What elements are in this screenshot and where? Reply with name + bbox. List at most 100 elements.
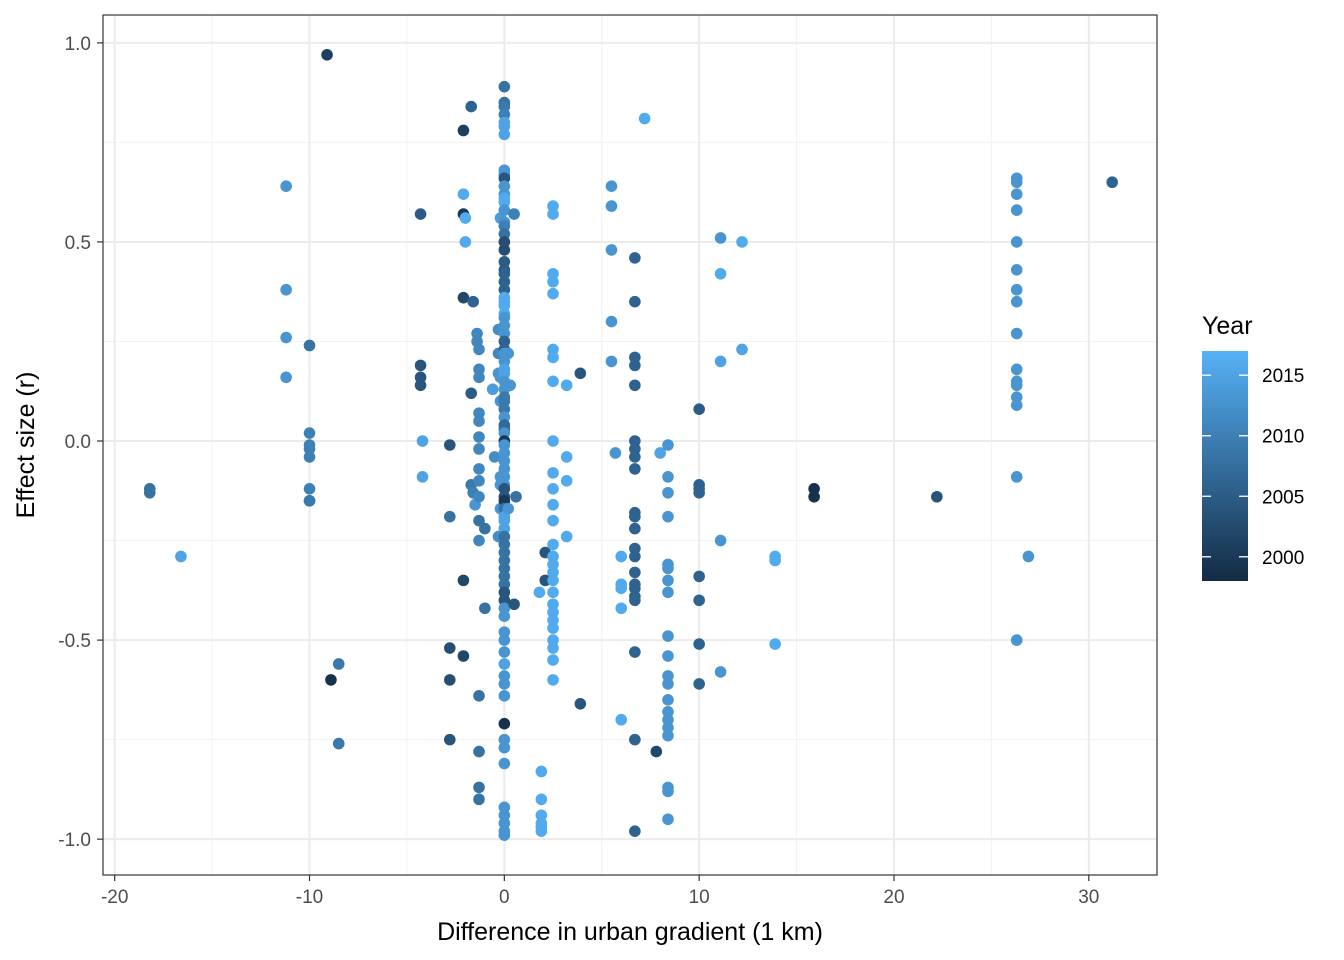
- data-point: [498, 757, 511, 770]
- data-point: [498, 204, 511, 216]
- data-point: [498, 335, 511, 348]
- data-point: [459, 236, 472, 248]
- data-point: [498, 283, 511, 296]
- data-point: [498, 594, 511, 607]
- data-point: [714, 534, 727, 547]
- data-point: [654, 447, 666, 459]
- data-point: [280, 180, 292, 193]
- data-point: [662, 439, 674, 451]
- data-point: [498, 367, 511, 380]
- data-point: [504, 379, 516, 392]
- data-point: [498, 530, 511, 543]
- data-point: [1010, 295, 1023, 308]
- data-point: [693, 486, 705, 499]
- data-point: [662, 486, 674, 499]
- data-point: [457, 124, 470, 137]
- data-point: [662, 705, 674, 718]
- data-point: [662, 630, 674, 642]
- data-point: [280, 371, 292, 384]
- data-point: [629, 825, 641, 838]
- data-point: [303, 339, 316, 352]
- data-point: [498, 602, 511, 615]
- data-point: [547, 267, 559, 280]
- legend-ticks: 2015 2010 2005 2000: [1202, 366, 1304, 569]
- data-point: [467, 295, 479, 308]
- data-point: [414, 359, 427, 372]
- data-point: [473, 415, 485, 427]
- data-point: [498, 610, 511, 623]
- data-point: [498, 319, 511, 332]
- legend: Year 2015 2010 2005 2000: [1202, 312, 1304, 581]
- data-point: [498, 299, 511, 312]
- data-point: [498, 546, 511, 559]
- data-point: [629, 522, 641, 535]
- data-point: [457, 650, 470, 662]
- data-point: [498, 586, 511, 599]
- data-point: [629, 451, 641, 463]
- data-point: [808, 482, 820, 495]
- data-point: [547, 514, 559, 527]
- data-point: [473, 371, 485, 384]
- data-point: [488, 451, 501, 463]
- data-point: [443, 642, 456, 654]
- data-point: [321, 49, 333, 61]
- data-point: [473, 490, 485, 503]
- data-point: [1010, 399, 1023, 411]
- y-tick-label: -1.0: [58, 830, 91, 851]
- data-point: [547, 467, 559, 479]
- data-point: [662, 721, 674, 734]
- data-point: [547, 586, 559, 599]
- data-point: [508, 598, 520, 611]
- y-axis-title: Effect size (r): [12, 372, 40, 519]
- data-point: [498, 172, 511, 185]
- data-point: [498, 570, 511, 583]
- x-tick-label: -20: [101, 887, 128, 908]
- data-point: [629, 582, 641, 595]
- data-point: [303, 427, 316, 439]
- x-tick-label: 20: [883, 887, 904, 908]
- data-point: [629, 733, 641, 746]
- data-point: [1010, 363, 1023, 376]
- data-point: [662, 650, 674, 662]
- data-point: [547, 598, 559, 611]
- data-point: [510, 490, 522, 503]
- data-point: [714, 666, 727, 678]
- data-point: [143, 486, 156, 499]
- data-point: [502, 347, 515, 360]
- data-point: [629, 295, 641, 308]
- data-point: [629, 510, 641, 523]
- x-tick-label: 0: [499, 887, 510, 908]
- data-point: [498, 717, 511, 730]
- data-point: [325, 674, 337, 686]
- data-point: [473, 534, 485, 547]
- data-point: [473, 407, 485, 419]
- data-point: [443, 510, 456, 523]
- data-point: [498, 690, 511, 702]
- data-point: [615, 550, 628, 563]
- data-point: [1022, 550, 1035, 563]
- x-axis: -20 -10 0 10 20 30: [101, 875, 1099, 908]
- data-point: [629, 359, 641, 372]
- data-point: [280, 331, 292, 344]
- data-point: [465, 100, 478, 113]
- data-point: [498, 522, 511, 535]
- data-point: [574, 367, 587, 380]
- data-point: [498, 733, 511, 746]
- data-point: [615, 582, 628, 595]
- data-point: [479, 602, 491, 615]
- data-point: [498, 626, 511, 638]
- data-point: [303, 494, 316, 507]
- data-point: [498, 256, 511, 268]
- data-point: [547, 642, 559, 654]
- data-point: [498, 80, 511, 93]
- data-point: [498, 220, 511, 232]
- legend-tick-label: 2010: [1262, 427, 1304, 448]
- legend-tick-label: 2015: [1262, 366, 1304, 387]
- data-point: [498, 311, 511, 324]
- data-point: [498, 403, 511, 415]
- data-point: [535, 809, 548, 822]
- y-tick-label: -0.5: [58, 631, 91, 652]
- data-point: [693, 570, 705, 583]
- data-point: [498, 427, 511, 439]
- data-point: [280, 283, 292, 296]
